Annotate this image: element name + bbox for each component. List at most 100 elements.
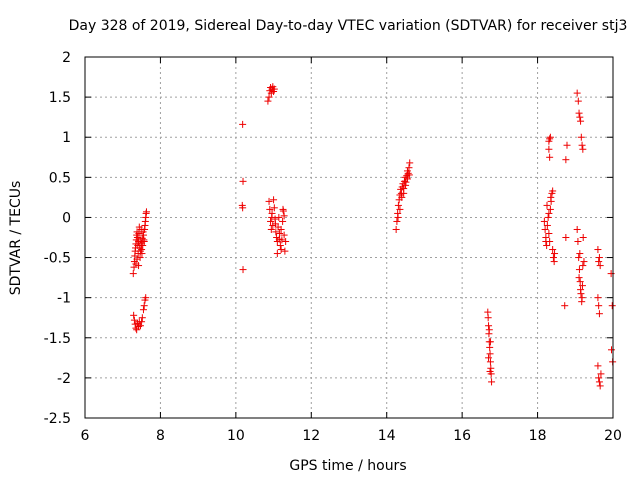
grid-lines xyxy=(85,57,613,418)
data-point-marker xyxy=(578,141,586,149)
data-point-marker xyxy=(597,370,605,378)
data-point-marker xyxy=(392,225,400,233)
data-point-marker xyxy=(575,254,583,262)
x-tick-label: 6 xyxy=(81,428,90,444)
data-point-marker xyxy=(579,145,587,153)
data-point-marker xyxy=(270,85,278,93)
data-point-marker xyxy=(396,205,404,213)
data-point-marker xyxy=(133,255,141,263)
data-point-marker xyxy=(549,246,557,254)
data-point-marker xyxy=(596,262,604,270)
data-point-marker xyxy=(594,362,602,370)
data-point-marker xyxy=(542,238,550,246)
data-point-marker xyxy=(608,302,616,310)
data-point-marker xyxy=(485,326,493,334)
x-tick-label: 12 xyxy=(302,428,320,444)
chart-title: Day 328 of 2019, Sidereal Day-to-day VTE… xyxy=(69,18,628,34)
data-point-marker xyxy=(138,246,146,254)
data-point-marker xyxy=(138,314,146,322)
data-point-marker xyxy=(541,225,549,233)
data-point-marker xyxy=(544,213,552,221)
data-point-marker xyxy=(239,120,247,128)
data-point-marker xyxy=(267,225,275,233)
data-point-marker xyxy=(271,220,279,228)
data-point-marker xyxy=(595,254,603,262)
data-point-marker xyxy=(549,254,557,262)
y-tick-label: 0 xyxy=(62,210,71,226)
x-tick-label: 18 xyxy=(529,428,547,444)
data-point-marker xyxy=(607,346,615,354)
data-point-marker xyxy=(140,236,148,244)
data-point-marker xyxy=(142,213,150,221)
data-point-marker xyxy=(406,159,414,167)
data-point-marker xyxy=(546,205,554,213)
data-point-marker xyxy=(280,231,288,239)
y-tick-label: -1 xyxy=(57,291,71,307)
y-tick-label: 2 xyxy=(62,50,71,66)
data-point-marker xyxy=(268,213,276,221)
y-tick-label: 1.5 xyxy=(49,90,71,106)
data-point-marker xyxy=(486,350,494,358)
data-point-marker xyxy=(403,175,411,183)
data-point-marker xyxy=(394,213,402,221)
y-tick-label: 0.5 xyxy=(49,170,71,186)
axis-ticks: 6 8 10 12 14 16 18 20 -2.5 -2 -1.5 -1 -0.5 0 0.5 1 1.5 2 xyxy=(44,50,622,444)
data-point-marker xyxy=(139,228,147,236)
data-point-marker xyxy=(545,209,553,217)
data-point-marker xyxy=(136,242,144,250)
data-point-marker xyxy=(400,189,408,197)
data-point-marker xyxy=(549,187,557,195)
data-point-marker xyxy=(546,135,554,143)
data-point-marker xyxy=(130,311,138,319)
data-point-marker xyxy=(545,229,553,237)
data-point-marker xyxy=(573,225,581,233)
data-point-marker xyxy=(484,314,492,322)
data-point-marker xyxy=(595,258,603,266)
data-point-marker xyxy=(579,262,587,270)
y-tick-label: -2.5 xyxy=(44,411,71,427)
data-point-marker xyxy=(546,153,554,161)
data-point-marker xyxy=(546,133,554,141)
data-point-marker xyxy=(405,171,413,179)
data-point-marker xyxy=(279,217,287,225)
data-point-marker xyxy=(267,217,275,225)
y-axis-label: SDTVAR / TECUs xyxy=(8,181,24,296)
data-point-marker xyxy=(575,274,583,282)
x-tick-label: 20 xyxy=(604,428,622,444)
data-point-marker xyxy=(266,205,274,213)
x-tick-label: 10 xyxy=(227,428,245,444)
data-point-marker xyxy=(277,225,285,233)
data-point-marker xyxy=(142,208,150,216)
data-point-marker xyxy=(576,113,584,121)
data-point-marker xyxy=(402,181,410,189)
data-point-marker xyxy=(607,270,615,278)
data-point-marker xyxy=(270,196,278,204)
y-tick-label: -1.5 xyxy=(44,331,71,347)
data-point-marker xyxy=(277,246,285,254)
data-point-marker xyxy=(486,343,494,351)
data-point-marker xyxy=(551,250,559,258)
data-point-marker xyxy=(580,258,588,266)
data-point-marker xyxy=(573,89,581,97)
data-point-marker xyxy=(545,145,553,153)
data-point-marker xyxy=(577,133,585,141)
data-point-marker xyxy=(540,217,548,225)
data-point-marker xyxy=(543,242,551,250)
data-point-marker xyxy=(140,302,148,310)
data-point-marker xyxy=(265,197,273,205)
data-point-marker xyxy=(543,221,551,229)
data-point-marker xyxy=(575,266,583,274)
data-point-marker xyxy=(595,310,603,318)
data-point-marker xyxy=(486,338,494,346)
data-point-marker xyxy=(275,235,283,243)
data-point-marker xyxy=(579,234,587,241)
data-point-marker xyxy=(543,201,551,209)
x-tick-label: 16 xyxy=(453,428,471,444)
data-point-marker xyxy=(394,201,402,209)
data-point-marker xyxy=(136,322,144,330)
data-point-marker xyxy=(130,316,138,324)
data-point-marker xyxy=(129,270,137,278)
data-point-marker xyxy=(547,193,555,201)
data-point-marker xyxy=(135,262,143,270)
